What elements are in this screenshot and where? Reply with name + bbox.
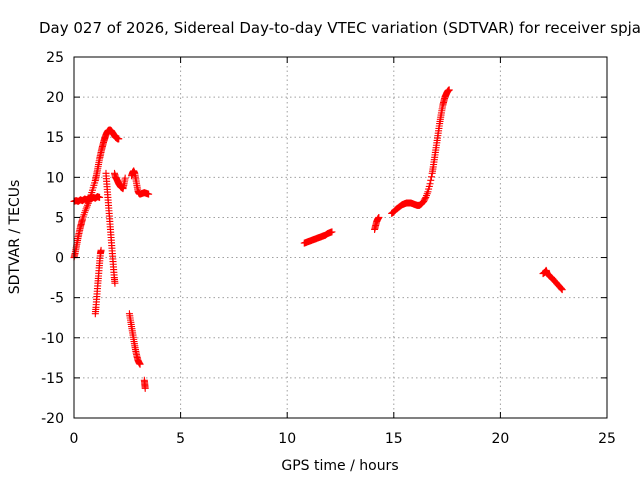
data-point xyxy=(558,286,566,294)
data-point xyxy=(426,180,434,188)
y-tick-label: -10 xyxy=(41,331,64,347)
data-point xyxy=(427,176,435,184)
x-tick-label: 25 xyxy=(598,431,616,447)
data-track xyxy=(539,266,566,294)
axis-ticks: 0 5 10 15 20 25 25 20 15 10 5 0 -5 -10 -15 -20 xyxy=(41,50,616,447)
data-track xyxy=(111,169,129,193)
data-point xyxy=(558,285,566,293)
data-point xyxy=(115,135,123,143)
data-point xyxy=(111,279,119,287)
data-point xyxy=(427,173,435,181)
x-tick-label: 5 xyxy=(176,431,185,447)
data-point xyxy=(97,246,105,254)
y-tick-label: 15 xyxy=(46,130,64,146)
y-axis-label: SDTVAR / TECUs xyxy=(7,180,23,295)
data-track xyxy=(300,228,336,247)
data-point xyxy=(141,384,149,392)
data-track xyxy=(102,169,119,287)
data-track xyxy=(388,86,453,217)
data-track xyxy=(140,376,149,392)
data-track xyxy=(125,310,144,368)
data-point xyxy=(96,193,104,201)
grid-lines xyxy=(74,57,607,418)
y-tick-label: 10 xyxy=(46,170,64,186)
data-track xyxy=(70,126,123,262)
y-tick-label: 0 xyxy=(55,251,64,267)
y-tick-label: -20 xyxy=(41,411,64,427)
y-tick-label: 5 xyxy=(55,210,64,226)
x-tick-label: 15 xyxy=(385,431,403,447)
x-tick-label: 20 xyxy=(491,431,509,447)
data-point xyxy=(145,190,153,198)
data-point xyxy=(445,86,453,94)
data-track xyxy=(91,246,105,318)
data-track xyxy=(371,213,383,233)
data-point xyxy=(375,213,383,221)
x-axis-label: GPS time / hours xyxy=(281,458,398,474)
x-tick-label: 10 xyxy=(278,431,296,447)
plot-frame xyxy=(73,56,608,419)
data-point xyxy=(121,174,129,182)
data-point xyxy=(557,284,565,292)
y-tick-label: -15 xyxy=(41,371,64,387)
x-tick-label: 0 xyxy=(70,431,79,447)
data-point xyxy=(328,228,336,236)
y-tick-label: 25 xyxy=(46,50,64,66)
y-tick-label: 20 xyxy=(46,90,64,106)
data-point xyxy=(421,195,429,203)
chart-title: Day 027 of 2026, Sidereal Day-to-day VTE… xyxy=(39,19,640,37)
data-track xyxy=(128,167,153,198)
data-point xyxy=(136,360,144,368)
plot-area xyxy=(70,86,566,392)
y-tick-label: -5 xyxy=(50,291,64,307)
